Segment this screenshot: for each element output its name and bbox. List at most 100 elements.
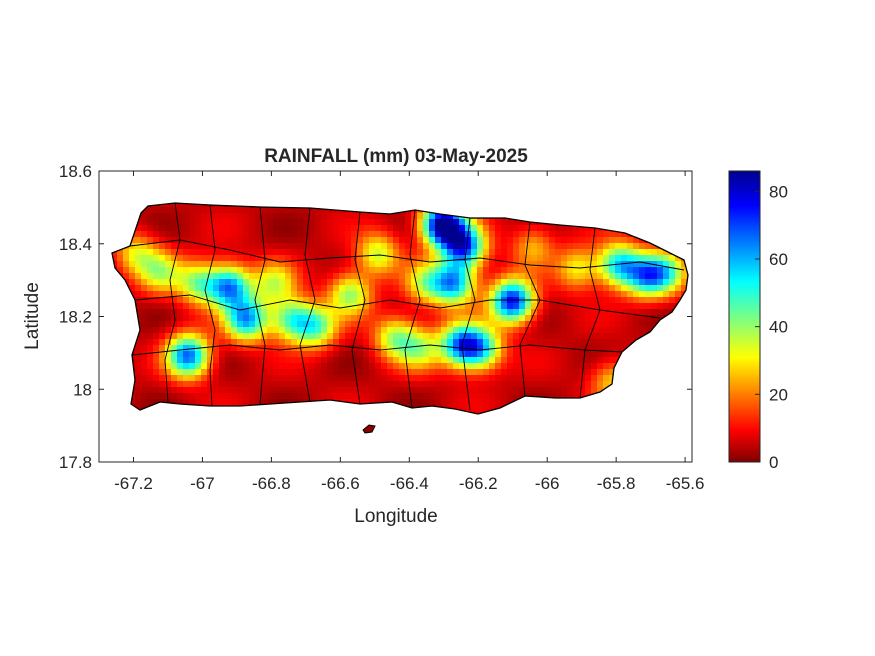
rainfall-cell xyxy=(237,279,244,286)
rainfall-cell xyxy=(615,339,622,346)
rainfall-cell xyxy=(345,321,352,328)
rainfall-cell xyxy=(441,285,448,292)
rainfall-cell xyxy=(249,207,256,214)
rainfall-cell xyxy=(531,333,538,340)
rainfall-cell xyxy=(525,321,532,328)
rainfall-cell xyxy=(189,339,196,346)
rainfall-cell xyxy=(549,273,556,280)
rainfall-cell xyxy=(321,345,328,352)
rainfall-cell xyxy=(369,219,376,226)
rainfall-cell xyxy=(333,291,340,298)
rainfall-cell xyxy=(159,393,166,400)
colorbar-gradient xyxy=(728,170,761,463)
rainfall-cell xyxy=(345,375,352,382)
rainfall-cell xyxy=(495,279,502,286)
rainfall-cell xyxy=(357,357,364,364)
rainfall-cell xyxy=(327,285,334,292)
rainfall-cell xyxy=(297,261,304,268)
rainfall-cell xyxy=(537,267,544,274)
rainfall-cell xyxy=(459,339,466,346)
rainfall-cell xyxy=(633,267,640,274)
rainfall-cell xyxy=(303,225,310,232)
rainfall-cell xyxy=(429,315,436,322)
rainfall-cell xyxy=(171,225,178,232)
rainfall-cell xyxy=(267,231,274,238)
rainfall-cell xyxy=(195,375,202,382)
rainfall-cell xyxy=(177,339,184,346)
rainfall-cell xyxy=(567,225,574,232)
rainfall-cell xyxy=(621,297,628,304)
rainfall-cell xyxy=(339,267,346,274)
rainfall-cell xyxy=(519,249,526,256)
rainfall-cell xyxy=(321,297,328,304)
rainfall-cell xyxy=(309,273,316,280)
rainfall-cell xyxy=(267,327,274,334)
rainfall-cell xyxy=(153,285,160,292)
rainfall-cell xyxy=(549,393,556,400)
rainfall-cell xyxy=(621,333,628,340)
rainfall-cell xyxy=(405,243,412,250)
rainfall-cell xyxy=(195,381,202,388)
rainfall-cell xyxy=(441,237,448,244)
rainfall-cell xyxy=(399,303,406,310)
rainfall-cell xyxy=(171,297,178,304)
rainfall-cell xyxy=(177,207,184,214)
rainfall-cell xyxy=(291,309,298,316)
rainfall-cell xyxy=(369,381,376,388)
rainfall-cell xyxy=(543,321,550,328)
rainfall-cell xyxy=(405,255,412,262)
rainfall-cell xyxy=(363,315,370,322)
rainfall-cell xyxy=(267,309,274,316)
rainfall-cell xyxy=(405,357,412,364)
y-axis-label: Latitude xyxy=(22,282,43,350)
rainfall-cell xyxy=(315,297,322,304)
rainfall-cell xyxy=(291,321,298,328)
rainfall-cell xyxy=(387,285,394,292)
rainfall-cell xyxy=(555,249,562,256)
rainfall-cell xyxy=(555,279,562,286)
rainfall-cell xyxy=(309,381,316,388)
rainfall-cell xyxy=(303,357,310,364)
rainfall-cell xyxy=(501,345,508,352)
rainfall-cell xyxy=(603,231,610,238)
rainfall-cell xyxy=(489,315,496,322)
rainfall-cell xyxy=(603,315,610,322)
rainfall-cell xyxy=(399,213,406,220)
rainfall-cell xyxy=(201,207,208,214)
rainfall-cell xyxy=(279,339,286,346)
rainfall-cell xyxy=(213,273,220,280)
rainfall-cell xyxy=(435,243,442,250)
rainfall-cell xyxy=(531,279,538,286)
rainfall-cell xyxy=(399,375,406,382)
rainfall-cell xyxy=(225,237,232,244)
rainfall-cell xyxy=(495,357,502,364)
rainfall-cell xyxy=(603,345,610,352)
rainfall-cell xyxy=(291,249,298,256)
rainfall-cell xyxy=(165,357,172,364)
rainfall-cell xyxy=(651,297,658,304)
rainfall-cell xyxy=(339,369,346,376)
rainfall-cell xyxy=(471,381,478,388)
rainfall-cell xyxy=(153,327,160,334)
rainfall-cell xyxy=(363,279,370,286)
rainfall-cell xyxy=(381,231,388,238)
rainfall-cell xyxy=(501,243,508,250)
rainfall-cell xyxy=(159,273,166,280)
rainfall-cell xyxy=(249,357,256,364)
rainfall-cell xyxy=(243,339,250,346)
rainfall-cell xyxy=(405,249,412,256)
rainfall-cell xyxy=(159,249,166,256)
rainfall-cell xyxy=(519,231,526,238)
rainfall-cell xyxy=(345,309,352,316)
rainfall-cell xyxy=(243,273,250,280)
rainfall-cell xyxy=(423,219,430,226)
rainfall-cell xyxy=(441,327,448,334)
rainfall-cell xyxy=(279,207,286,214)
rainfall-cell xyxy=(453,333,460,340)
rainfall-cell xyxy=(387,351,394,358)
rainfall-cell xyxy=(195,213,202,220)
rainfall-cell xyxy=(453,345,460,352)
rainfall-cell xyxy=(255,357,262,364)
